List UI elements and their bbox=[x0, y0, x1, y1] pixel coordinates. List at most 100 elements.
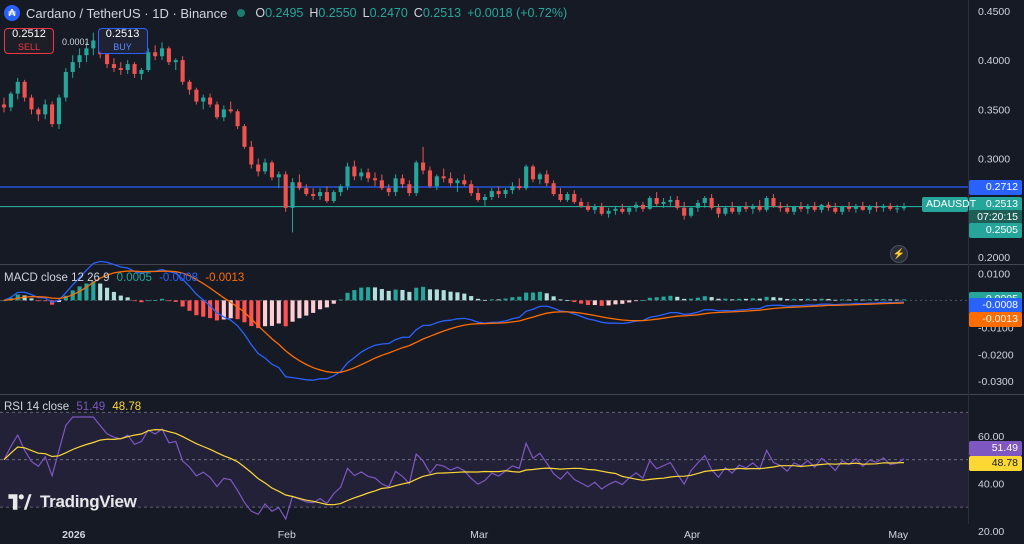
candle[interactable] bbox=[159, 42, 165, 61]
candle[interactable] bbox=[860, 201, 865, 211]
candle[interactable] bbox=[778, 201, 783, 212]
candle[interactable] bbox=[269, 160, 274, 181]
candle[interactable] bbox=[352, 160, 357, 181]
candle[interactable] bbox=[620, 203, 625, 214]
candle[interactable] bbox=[317, 188, 323, 200]
rsi-legend[interactable]: RSI 14 close 51.49 48.78 bbox=[4, 401, 141, 413]
candle[interactable] bbox=[489, 188, 494, 200]
candle[interactable] bbox=[730, 201, 735, 214]
candle[interactable] bbox=[283, 171, 288, 212]
candle[interactable] bbox=[675, 196, 680, 210]
candle[interactable] bbox=[386, 184, 391, 197]
candle[interactable] bbox=[888, 202, 893, 211]
rsi-ma-line[interactable] bbox=[3, 428, 905, 506]
candle[interactable] bbox=[792, 205, 797, 215]
candle[interactable] bbox=[36, 107, 41, 122]
candle[interactable] bbox=[180, 56, 185, 85]
candle[interactable] bbox=[537, 172, 542, 185]
candle[interactable] bbox=[805, 203, 810, 214]
price-pane[interactable] bbox=[0, 32, 968, 233]
candle[interactable] bbox=[372, 172, 378, 187]
candle[interactable] bbox=[462, 174, 467, 187]
candle[interactable] bbox=[709, 194, 714, 210]
candle[interactable] bbox=[743, 201, 749, 212]
candle[interactable] bbox=[132, 62, 137, 78]
lightning-icon[interactable]: ⚡ bbox=[890, 245, 908, 263]
candle[interactable] bbox=[737, 205, 742, 215]
candle[interactable] bbox=[56, 94, 62, 130]
candle[interactable] bbox=[338, 184, 343, 197]
candle[interactable] bbox=[874, 201, 879, 212]
candle[interactable] bbox=[50, 101, 55, 128]
candle[interactable] bbox=[359, 168, 364, 181]
candle[interactable] bbox=[366, 168, 371, 183]
candle[interactable] bbox=[634, 201, 639, 212]
candle[interactable] bbox=[846, 201, 852, 212]
candle[interactable] bbox=[764, 196, 769, 212]
candle[interactable] bbox=[592, 203, 597, 214]
macd-legend[interactable]: MACD close 12 26 9 0.0005 -0.0008 -0.001… bbox=[4, 272, 244, 284]
candle[interactable] bbox=[153, 45, 158, 61]
candle[interactable] bbox=[585, 201, 591, 212]
candle[interactable] bbox=[297, 174, 302, 191]
candle[interactable] bbox=[235, 109, 240, 130]
symbol-title[interactable]: Cardano / TetherUS · 1D · Binance bbox=[26, 5, 228, 21]
candle[interactable] bbox=[530, 164, 536, 183]
candle[interactable] bbox=[91, 32, 96, 56]
candle[interactable] bbox=[434, 174, 439, 191]
candle[interactable] bbox=[173, 58, 178, 70]
candle[interactable] bbox=[208, 93, 213, 108]
rsi-pane[interactable] bbox=[0, 411, 968, 521]
candle[interactable] bbox=[15, 77, 20, 100]
candle[interactable] bbox=[304, 184, 309, 197]
candle[interactable] bbox=[187, 79, 192, 95]
candle[interactable] bbox=[606, 207, 611, 218]
candle[interactable] bbox=[524, 164, 529, 191]
candle[interactable] bbox=[826, 201, 831, 211]
candle[interactable] bbox=[881, 203, 886, 212]
candle[interactable] bbox=[249, 140, 254, 169]
candle[interactable] bbox=[22, 79, 27, 102]
candle[interactable] bbox=[682, 201, 687, 220]
candle[interactable] bbox=[77, 48, 82, 69]
candle[interactable] bbox=[812, 201, 817, 212]
candle[interactable] bbox=[455, 178, 460, 193]
candle[interactable] bbox=[421, 146, 426, 175]
candle[interactable] bbox=[668, 196, 673, 206]
candle[interactable] bbox=[579, 198, 584, 208]
candle[interactable] bbox=[833, 202, 838, 214]
candle[interactable] bbox=[70, 55, 75, 78]
candle[interactable] bbox=[785, 203, 790, 214]
candle[interactable] bbox=[166, 46, 171, 66]
candle[interactable] bbox=[558, 188, 563, 202]
candle[interactable] bbox=[139, 68, 144, 80]
candle[interactable] bbox=[469, 180, 474, 197]
candle[interactable] bbox=[1, 97, 7, 113]
candle[interactable] bbox=[661, 198, 666, 208]
candle[interactable] bbox=[29, 94, 34, 115]
candle[interactable] bbox=[221, 105, 226, 122]
candle[interactable] bbox=[544, 170, 549, 187]
candle[interactable] bbox=[146, 48, 151, 72]
candle[interactable] bbox=[290, 178, 295, 233]
candle[interactable] bbox=[517, 178, 522, 191]
candle[interactable] bbox=[201, 94, 206, 110]
candle[interactable] bbox=[613, 205, 618, 215]
candle[interactable] bbox=[311, 188, 316, 200]
candle[interactable] bbox=[448, 172, 453, 187]
candle[interactable] bbox=[867, 204, 872, 214]
candle[interactable] bbox=[640, 201, 645, 212]
candle[interactable] bbox=[647, 196, 652, 210]
candle[interactable] bbox=[427, 166, 433, 189]
candle[interactable] bbox=[400, 174, 405, 189]
candle[interactable] bbox=[43, 99, 48, 120]
candle[interactable] bbox=[263, 158, 268, 175]
candle[interactable] bbox=[565, 192, 570, 202]
candle[interactable] bbox=[503, 188, 508, 198]
rsi-line[interactable] bbox=[3, 416, 905, 521]
candle[interactable] bbox=[125, 60, 130, 74]
candle[interactable] bbox=[242, 124, 247, 149]
candle[interactable] bbox=[798, 201, 804, 212]
candle[interactable] bbox=[654, 192, 659, 206]
